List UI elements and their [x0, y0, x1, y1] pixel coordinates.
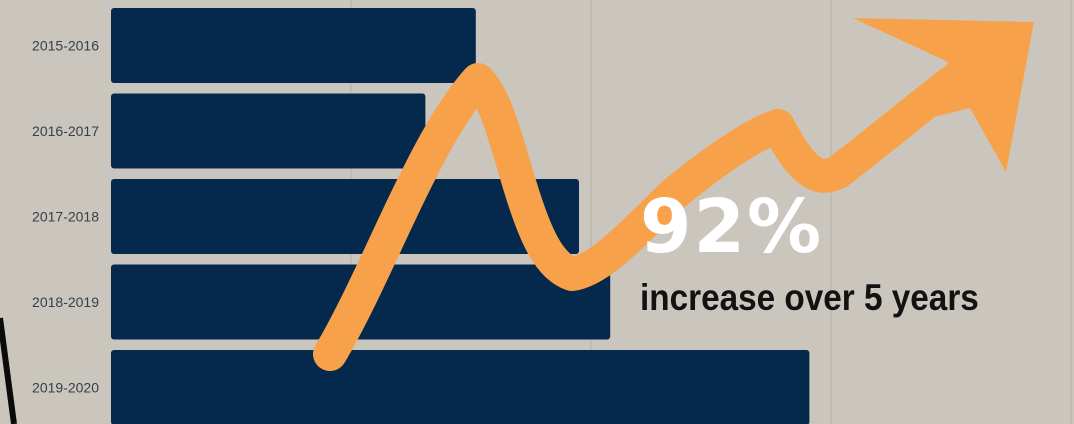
black-frame-stroke [0, 317, 17, 424]
upward-trend-arrow [313, 18, 1034, 371]
bar-2019-2020 [111, 350, 810, 424]
trend-arrow-icon [313, 53, 985, 371]
frame [0, 317, 17, 424]
bar-2017-2018 [111, 179, 579, 254]
growth-percentage: 92% [640, 184, 824, 270]
category-labels: 2015-2016 2016-2017 2017-2018 2018-2019 2019… [32, 38, 99, 396]
category-label: 2019-2020 [32, 380, 99, 396]
category-label: 2015-2016 [32, 38, 99, 54]
arrowhead-icon [853, 18, 1034, 172]
category-label: 2018-2019 [32, 294, 99, 310]
growth-description: increase over 5 years [640, 277, 979, 318]
bars [111, 8, 810, 424]
bar-2016-2017 [111, 93, 426, 169]
bar-2015-2016 [111, 8, 476, 83]
category-label: 2017-2018 [32, 209, 99, 225]
category-label: 2016-2017 [32, 123, 99, 139]
growth-annotation: 92% increase over 5 years [640, 190, 1074, 318]
